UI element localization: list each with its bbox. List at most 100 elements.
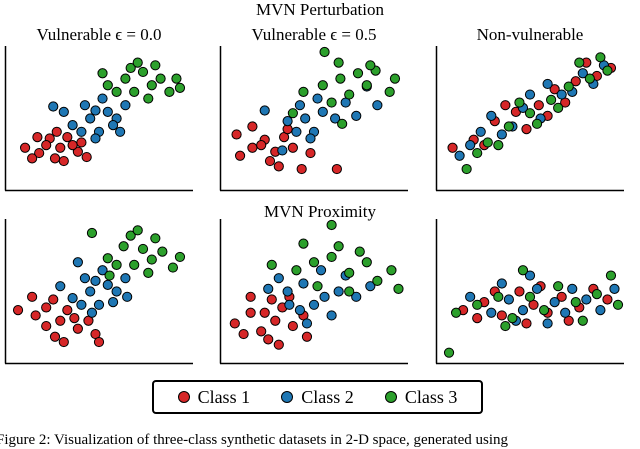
figure-caption: Figure 2: Visualization of three-class s…	[0, 432, 509, 448]
point-class-3	[326, 251, 337, 263]
point-class-2	[475, 126, 486, 137]
point-class-1	[245, 307, 256, 318]
point-class-3	[143, 267, 154, 278]
point-class-1	[58, 336, 69, 348]
point-class-3	[111, 86, 122, 98]
point-class-3	[605, 270, 617, 281]
point-class-2	[102, 279, 113, 290]
point-class-3	[164, 86, 175, 98]
point-class-1	[48, 294, 59, 305]
point-class-1	[496, 310, 507, 321]
point-class-1	[256, 140, 267, 151]
point-class-2	[122, 291, 133, 302]
point-class-3	[120, 73, 131, 84]
point-class-3	[546, 94, 557, 105]
point-class-3	[553, 281, 564, 292]
point-class-3	[137, 66, 149, 78]
point-class-1	[19, 142, 31, 153]
point-class-1	[34, 147, 45, 159]
point-class-1	[331, 163, 342, 175]
point-class-1	[521, 318, 532, 329]
legend-label: Class 1	[197, 386, 251, 407]
point-class-1	[287, 142, 298, 153]
point-class-2	[263, 283, 274, 294]
point-class-3	[287, 108, 298, 119]
point-class-2	[120, 273, 131, 284]
point-class-2	[496, 278, 507, 289]
point-class-1	[247, 121, 258, 132]
point-class-2	[72, 257, 83, 268]
point-class-3	[111, 259, 122, 271]
point-class-3	[129, 259, 140, 271]
point-class-1	[273, 161, 284, 172]
point-class-2	[86, 307, 98, 318]
point-class-3	[595, 52, 606, 63]
scatter-panel-5	[219, 219, 408, 365]
point-class-3	[291, 265, 302, 276]
point-class-1	[256, 326, 267, 337]
point-class-3	[361, 80, 372, 91]
point-class-3	[150, 233, 161, 244]
scatter-panel-1	[4, 46, 193, 192]
point-class-3	[612, 299, 624, 310]
point-class-3	[524, 108, 536, 119]
point-class-3	[171, 73, 182, 84]
point-class-1	[238, 328, 249, 340]
point-class-3	[538, 305, 550, 316]
point-class-2	[107, 120, 119, 131]
scatter-panel-2	[219, 46, 408, 192]
point-class-1	[30, 310, 41, 321]
point-class-3	[125, 230, 136, 241]
point-class-1	[55, 315, 66, 326]
point-class-2	[609, 283, 620, 294]
point-class-2	[90, 105, 101, 116]
point-class-1	[259, 307, 270, 318]
point-class-1	[247, 142, 258, 153]
point-class-1	[514, 286, 525, 297]
point-class-2	[517, 305, 529, 316]
point-class-2	[67, 293, 78, 304]
point-class-1	[231, 129, 242, 140]
panel-title: Non-vulnerable	[476, 25, 584, 44]
class-3-marker-icon	[384, 391, 397, 403]
point-class-2	[291, 126, 302, 137]
point-class-1	[234, 150, 246, 161]
point-class-3	[384, 86, 395, 98]
point-class-2	[55, 281, 66, 292]
point-class-2	[301, 318, 313, 329]
point-class-2	[90, 275, 101, 286]
legend-item-class-2: Class 2	[281, 387, 354, 408]
point-class-2	[330, 113, 341, 124]
point-class-1	[533, 100, 544, 111]
point-class-2	[524, 270, 536, 281]
legend-label: Class 2	[301, 386, 354, 407]
point-class-1	[12, 305, 24, 316]
point-class-3	[132, 57, 143, 68]
point-class-1	[266, 294, 277, 305]
point-class-2	[85, 113, 96, 124]
point-class-1	[41, 140, 52, 151]
point-class-2	[326, 310, 337, 321]
point-class-2	[90, 133, 101, 144]
point-class-2	[486, 307, 497, 318]
point-class-3	[577, 315, 588, 326]
point-class-3	[393, 283, 404, 294]
point-class-3	[132, 225, 143, 236]
point-class-1	[62, 305, 73, 316]
point-class-3	[308, 257, 320, 268]
point-class-2	[93, 299, 105, 310]
point-class-1	[287, 320, 298, 332]
point-class-2	[79, 273, 91, 284]
point-class-1	[55, 142, 66, 153]
point-class-2	[486, 110, 497, 121]
point-class-1	[41, 320, 52, 332]
point-class-2	[560, 307, 571, 318]
point-class-3	[333, 57, 344, 68]
point-class-1	[62, 132, 73, 143]
point-class-3	[337, 118, 348, 129]
point-class-3	[500, 320, 511, 332]
point-class-2	[556, 89, 567, 100]
point-class-2	[567, 283, 578, 294]
point-class-3	[86, 227, 98, 239]
point-class-1	[500, 100, 511, 111]
